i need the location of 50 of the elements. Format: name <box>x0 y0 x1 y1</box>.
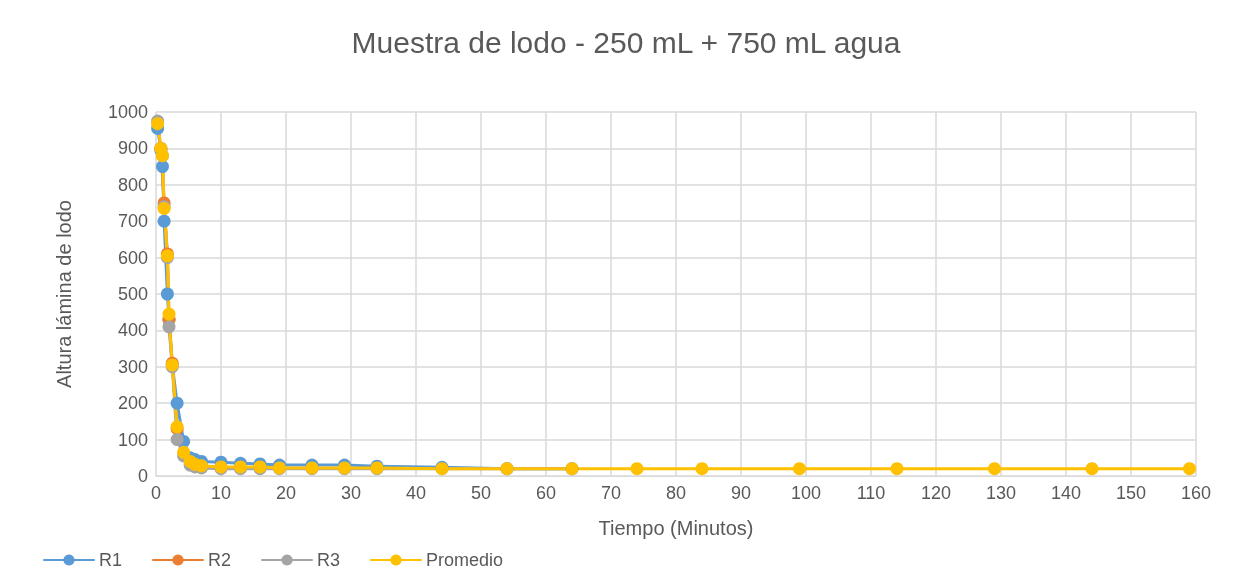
y-tick-label: 800 <box>117 174 148 195</box>
y-tick-label: 700 <box>117 211 148 232</box>
x-tick-label: 60 <box>535 483 557 503</box>
legend-label: R3 <box>317 550 341 570</box>
y-tick-label: 0 <box>137 466 148 486</box>
point <box>890 462 904 476</box>
point <box>1183 462 1196 476</box>
y-tick-label: 100 <box>117 429 148 450</box>
legend-label: R1 <box>99 550 123 570</box>
x-tick-label: 20 <box>275 483 297 503</box>
x-tick-label: 30 <box>340 483 362 503</box>
point <box>630 462 644 476</box>
x-tick-label: 70 <box>600 483 622 503</box>
x-tick-label: 10 <box>210 483 232 503</box>
point <box>160 287 174 301</box>
x-tick-label: 80 <box>665 483 687 503</box>
point <box>157 214 171 228</box>
x-tick-label: 40 <box>405 483 427 503</box>
y-axis-title: Altura lámina de lodo <box>53 200 75 388</box>
x-tick-label: 140 <box>1050 483 1082 503</box>
y-tick-label: 300 <box>117 356 148 377</box>
point <box>170 396 184 410</box>
y-tick-label: 600 <box>117 247 148 268</box>
x-tick-label: 100 <box>790 483 822 503</box>
y-tick-label: 200 <box>117 393 148 414</box>
x-tick-label: 120 <box>920 483 952 503</box>
chart-title: Muestra de lodo - 250 mL + 750 mL agua <box>351 25 901 59</box>
legend-label: R2 <box>208 550 232 570</box>
x-axis-title: Tiempo (Minutos) <box>598 517 754 539</box>
x-tick-label: 110 <box>856 483 886 503</box>
point <box>793 462 806 476</box>
y-tick-label: 500 <box>117 284 148 304</box>
x-tick-label: 0 <box>150 483 162 503</box>
point <box>162 320 176 334</box>
point <box>1085 462 1099 476</box>
point <box>156 160 169 174</box>
point <box>170 433 184 447</box>
point <box>162 307 176 321</box>
point <box>988 462 1001 476</box>
x-tick-label: 150 <box>1115 483 1147 503</box>
point <box>177 445 191 459</box>
y-tick-label: 1000 <box>107 102 148 122</box>
point <box>695 462 709 476</box>
y-tick-label: 400 <box>117 320 148 341</box>
x-tick-label: 130 <box>985 483 1017 503</box>
y-tick-label: 900 <box>117 138 148 159</box>
legend-label: Promedio <box>426 550 504 570</box>
x-tick-label: 50 <box>470 483 492 503</box>
x-tick-label: 160 <box>1180 483 1212 503</box>
x-tick-label: 90 <box>730 483 752 503</box>
